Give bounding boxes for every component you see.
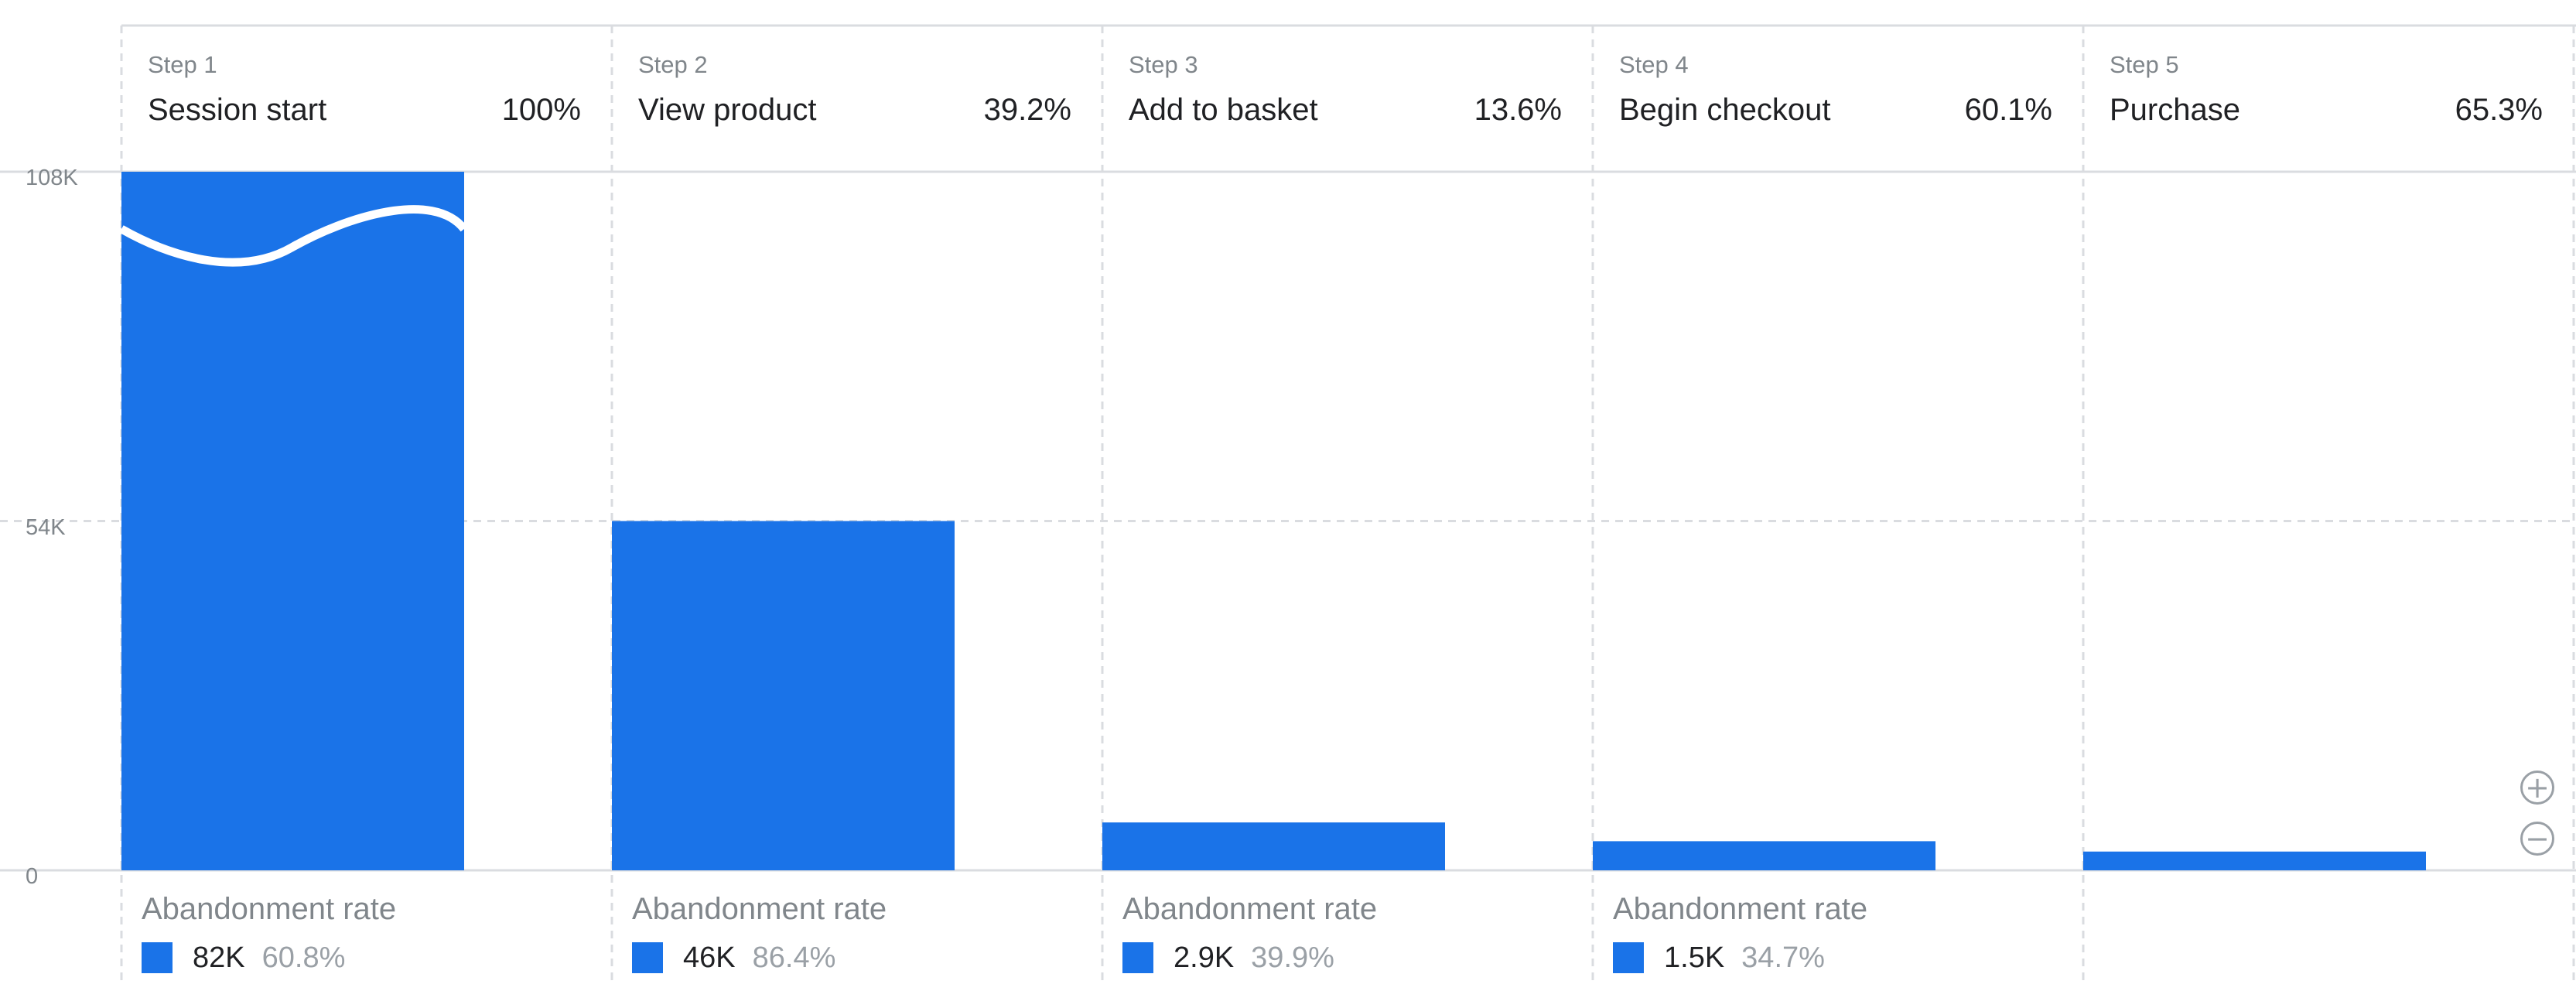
abandonment-rate: 86.4% [752, 941, 836, 974]
step-number-label: Step 5 [2110, 51, 2179, 78]
abandonment-title: Abandonment rate [1122, 892, 1378, 926]
step-number-label: Step 2 [638, 51, 708, 78]
abandonment-swatch [142, 942, 173, 973]
bar-4 [1593, 841, 1935, 870]
abandonment-rate: 34.7% [1741, 941, 1825, 974]
y-tick-label: 0 [26, 864, 39, 889]
abandonment-row: 46K 86.4% [632, 939, 835, 976]
axis-break-wave [119, 205, 468, 267]
step-percent-label: 39.2% [983, 93, 1071, 127]
step-percent-label: 100% [501, 93, 581, 127]
step-number-label: Step 1 [148, 51, 217, 78]
abandonment-count: 82K [193, 941, 245, 974]
bar-1 [121, 172, 464, 870]
abandonment-row: 2.9K 39.9% [1122, 939, 1334, 976]
abandonment-swatch [1122, 942, 1153, 973]
step-name-label: Add to basket [1129, 93, 1318, 127]
step-percent-label: 13.6% [1474, 93, 1562, 127]
step-name-label: Session start [148, 93, 327, 127]
abandonment-count: 1.5K [1664, 941, 1725, 974]
step-number-label: Step 4 [1619, 51, 1689, 78]
abandonment-row: 1.5K 34.7% [1613, 939, 1825, 976]
abandonment-count: 46K [683, 941, 736, 974]
abandonment-rate: 39.9% [1251, 941, 1334, 974]
step-percent-label: 65.3% [2455, 93, 2543, 127]
abandonment-title: Abandonment rate [632, 892, 887, 926]
step-percent-label: 60.1% [1964, 93, 2052, 127]
abandonment-title: Abandonment rate [142, 892, 397, 926]
step-name-label: Purchase [2110, 93, 2240, 127]
zoom-in-icon[interactable]: + [2520, 771, 2554, 805]
step-name-label: View product [638, 93, 817, 127]
y-tick-label: 108K [26, 166, 78, 190]
bar-3 [1102, 822, 1445, 870]
step-number-label: Step 3 [1129, 51, 1198, 78]
abandonment-row: 82K 60.8% [142, 939, 345, 976]
y-tick-label: 54K [26, 514, 66, 540]
abandonment-title: Abandonment rate [1613, 892, 1868, 926]
step-name-label: Begin checkout [1619, 93, 1831, 127]
abandonment-swatch [632, 942, 663, 973]
bar-2 [612, 521, 955, 870]
abandonment-swatch [1613, 942, 1644, 973]
abandonment-count: 2.9K [1174, 941, 1235, 974]
abandonment-rate: 60.8% [261, 941, 346, 974]
zoom-out-icon[interactable]: − [2520, 822, 2554, 856]
bar-5 [2083, 851, 2426, 870]
